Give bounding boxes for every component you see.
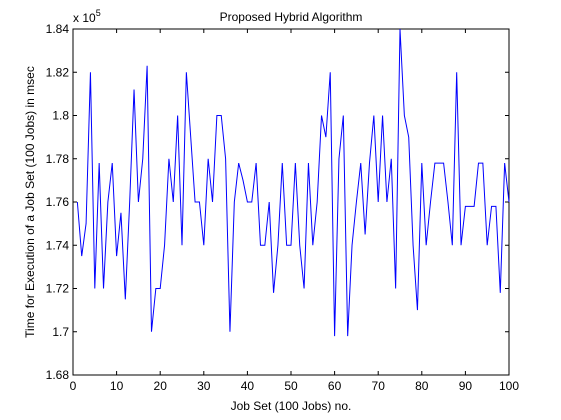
y-axis-label: Time for Execution of a Job Set (100 Job…	[23, 66, 37, 338]
x-tick-label: 90	[459, 379, 473, 393]
x-tick-label: 30	[197, 379, 211, 393]
chart-title: Proposed Hybrid Algorithm	[220, 10, 363, 24]
y-tick-label: 1.72	[46, 282, 70, 296]
y-tick-label: 1.84	[46, 22, 70, 36]
x-tick-label: 70	[372, 379, 386, 393]
x-tick-label: 50	[284, 379, 298, 393]
y-tick-label: 1.74	[46, 238, 70, 252]
y-tick-label: 1.8	[52, 109, 69, 123]
y-tick-label: 1.82	[46, 65, 70, 79]
data-line	[76, 28, 510, 337]
y-tick-label: 1.7	[52, 325, 69, 339]
y-multiplier: x 105	[73, 8, 101, 25]
multiplier-base: x 10	[73, 11, 96, 25]
x-tick-label: 60	[328, 379, 342, 393]
x-tick-label: 0	[70, 379, 77, 393]
multiplier-power: 5	[96, 8, 101, 18]
x-tick-label: 80	[415, 379, 429, 393]
y-tick-label: 1.76	[46, 195, 70, 209]
x-tick-label: 20	[154, 379, 168, 393]
y-tick-label: 1.78	[46, 152, 70, 166]
x-axis-label: Job Set (100 Jobs) no.	[231, 399, 352, 413]
x-tick-label: 40	[241, 379, 255, 393]
y-tick-label: 1.68	[46, 368, 70, 382]
x-tick-label: 100	[499, 379, 519, 393]
x-tick-label: 10	[110, 379, 124, 393]
